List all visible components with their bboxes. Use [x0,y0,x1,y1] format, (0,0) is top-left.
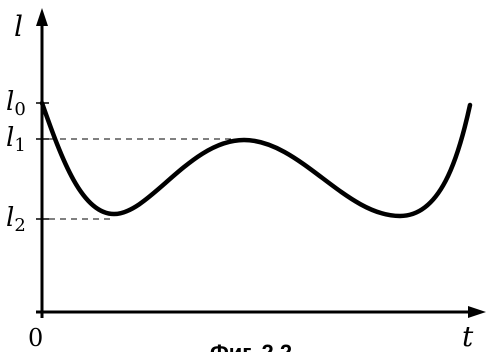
label-l0: l0 [6,87,26,120]
figure-caption: Фиг. 2.2 [210,340,292,352]
label-l1: l1 [6,123,26,156]
curve-l-of-t [39,100,473,219]
y-axis-arrowhead [36,8,48,26]
origin-label: 0 [28,324,43,352]
label-l2: l2 [6,203,26,236]
x-axis-arrowhead [468,306,486,318]
x-axis-label: t [462,320,474,352]
y-axis-label: l [14,10,23,43]
